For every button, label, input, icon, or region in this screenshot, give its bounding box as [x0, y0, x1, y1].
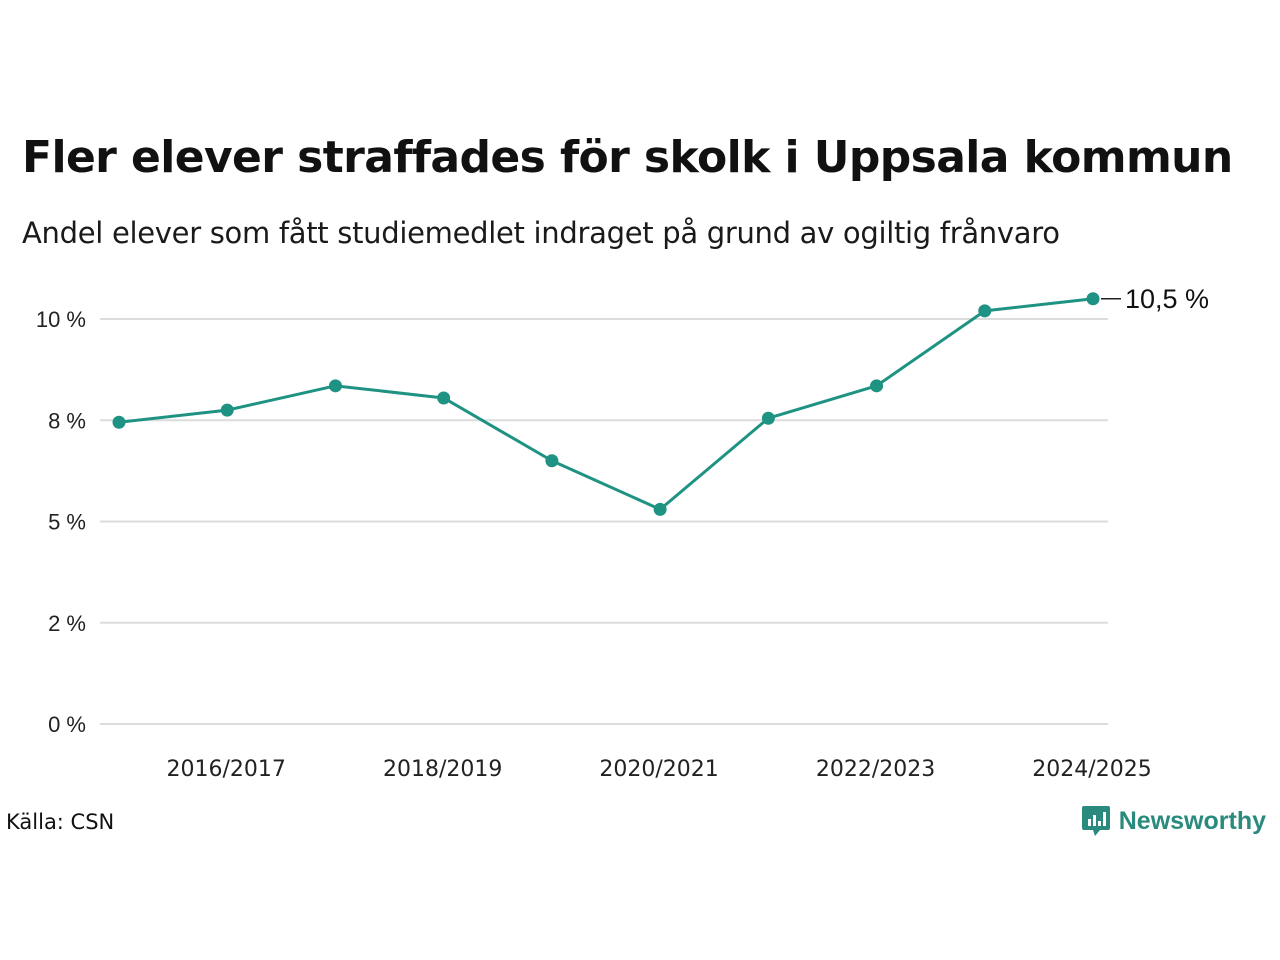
chart-title: Fler elever straffades för skolk i Uppsa… [22, 132, 1233, 183]
data-point [653, 502, 667, 516]
chart-subtitle: Andel elever som fått studiemedlet indra… [22, 216, 1060, 250]
x-tick-label: 2016/2017 [167, 757, 286, 782]
data-point [328, 379, 342, 393]
newsworthy-logo-icon [1081, 806, 1110, 836]
brand: Newsworthy [1081, 804, 1266, 838]
x-tick-label: 2018/2019 [383, 757, 502, 782]
data-point [437, 391, 451, 405]
y-tick-label: 5 % [48, 510, 86, 535]
x-tick-label: 2024/2025 [1032, 757, 1151, 782]
y-tick-label: 8 % [48, 408, 86, 433]
x-tick-label: 2020/2021 [599, 757, 718, 782]
plot-area: 10,5 % [112, 284, 1209, 516]
data-point [978, 304, 992, 318]
data-point [545, 454, 559, 468]
data-point [761, 411, 775, 425]
data-point [112, 415, 126, 429]
data-point [1086, 292, 1100, 306]
end-value-label: 10,5 % [1125, 284, 1209, 314]
data-point [220, 403, 234, 417]
brand-name: Newsworthy [1118, 806, 1266, 835]
x-axis-ticks: 2016/2017 2018/2019 2020/2021 2022/2023 2024… [167, 757, 1152, 782]
x-tick-label: 2022/2023 [816, 757, 935, 782]
y-tick-label: 0 % [48, 712, 86, 737]
data-point [870, 379, 884, 393]
y-tick-label: 10 % [36, 307, 86, 332]
y-axis-ticks: 0 % 2 % 5 % 8 % 10 % [36, 307, 86, 737]
gridlines [100, 318, 1108, 725]
source-note: Källa: CSN [6, 810, 115, 834]
y-tick-label: 2 % [48, 611, 86, 636]
series-line [117, 297, 1095, 511]
